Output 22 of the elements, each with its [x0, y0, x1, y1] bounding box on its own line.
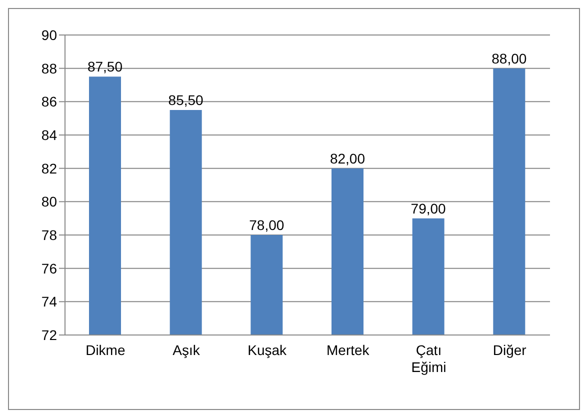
x-tick-label: Diğer	[492, 342, 527, 358]
data-label: 79,00	[410, 200, 446, 216]
y-tick-label: 76	[41, 260, 58, 276]
data-label: 88,00	[492, 50, 527, 66]
y-tick-label: 78	[41, 226, 58, 243]
y-tick-label: 72	[41, 326, 58, 343]
y-tick-label: 88	[41, 60, 58, 76]
y-tick-label: 86	[41, 94, 58, 110]
y-tick-label: 90	[41, 26, 58, 43]
x-tick-label: Aşık	[172, 342, 201, 358]
x-tick-label: Dikme	[86, 342, 126, 358]
data-label: 85,50	[168, 92, 204, 108]
x-tick-label: Kuşak	[248, 342, 288, 358]
y-tick-label: 74	[41, 294, 58, 310]
x-tick-label: Mertek	[326, 342, 370, 358]
data-label: 82,00	[330, 150, 366, 166]
y-tick-label: 84	[41, 126, 58, 143]
x-tick-label: Çatı Eğimi	[411, 342, 446, 375]
y-tick-label: 82	[41, 160, 58, 176]
data-label: 87,50	[87, 58, 123, 75]
y-tick-label: 80	[41, 194, 58, 210]
data-label: 78,00	[249, 217, 284, 233]
